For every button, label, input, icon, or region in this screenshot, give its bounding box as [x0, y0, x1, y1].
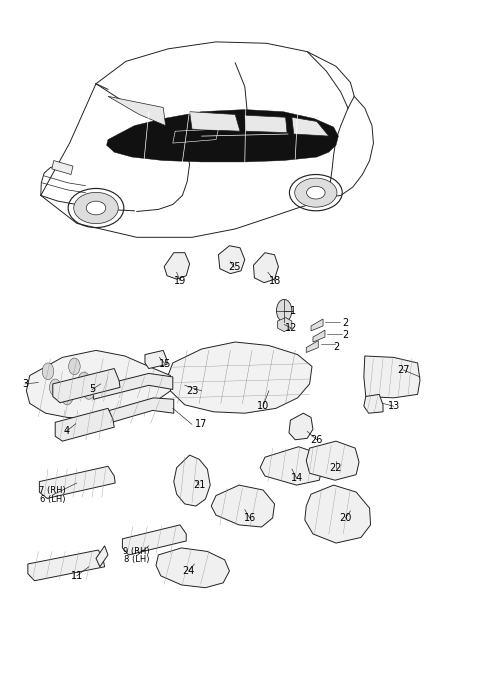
Polygon shape: [145, 350, 167, 369]
Circle shape: [78, 372, 90, 389]
Polygon shape: [108, 96, 166, 126]
Polygon shape: [53, 369, 120, 403]
Text: 22: 22: [330, 463, 342, 473]
Polygon shape: [105, 398, 174, 424]
Polygon shape: [107, 110, 338, 162]
Circle shape: [69, 358, 80, 375]
Polygon shape: [364, 394, 383, 413]
Polygon shape: [122, 525, 186, 555]
Text: 12: 12: [285, 323, 298, 333]
Text: 9 (RH): 9 (RH): [123, 547, 150, 556]
Polygon shape: [156, 548, 229, 588]
Ellipse shape: [86, 201, 106, 215]
Polygon shape: [211, 485, 275, 527]
Polygon shape: [96, 546, 108, 567]
Polygon shape: [311, 319, 323, 331]
Polygon shape: [253, 253, 278, 283]
Text: 2: 2: [342, 330, 349, 340]
Text: 15: 15: [159, 359, 172, 369]
Text: 18: 18: [269, 276, 281, 286]
Circle shape: [42, 363, 54, 380]
Text: 16: 16: [243, 513, 256, 523]
Text: 5: 5: [89, 385, 96, 394]
Text: 20: 20: [339, 513, 352, 523]
Polygon shape: [305, 485, 371, 543]
Circle shape: [61, 388, 73, 405]
Text: 26: 26: [311, 435, 323, 445]
Text: 27: 27: [397, 365, 409, 375]
Text: 17: 17: [195, 419, 208, 429]
Polygon shape: [168, 342, 312, 413]
Polygon shape: [245, 115, 287, 133]
Text: 6 (LH): 6 (LH): [40, 495, 66, 503]
Polygon shape: [277, 318, 292, 332]
Polygon shape: [289, 413, 313, 440]
Text: 2: 2: [342, 318, 349, 328]
Text: 14: 14: [290, 473, 303, 483]
Text: 19: 19: [174, 276, 186, 285]
Ellipse shape: [295, 178, 337, 207]
Text: 25: 25: [228, 262, 240, 272]
Text: 23: 23: [186, 386, 198, 396]
Text: 4: 4: [63, 426, 69, 436]
Polygon shape: [218, 246, 245, 274]
Polygon shape: [364, 356, 420, 398]
Text: 10: 10: [257, 401, 269, 411]
Polygon shape: [39, 466, 115, 498]
Polygon shape: [26, 350, 170, 419]
Text: 3: 3: [22, 379, 28, 389]
Circle shape: [276, 299, 292, 322]
Text: 24: 24: [182, 566, 195, 576]
Text: 7 (RH): 7 (RH): [39, 487, 66, 495]
Text: 13: 13: [387, 401, 400, 411]
Polygon shape: [260, 447, 323, 485]
Polygon shape: [306, 341, 318, 352]
Circle shape: [49, 379, 61, 396]
Polygon shape: [55, 408, 114, 441]
Ellipse shape: [74, 193, 118, 223]
Polygon shape: [94, 373, 173, 399]
Polygon shape: [313, 330, 325, 342]
Text: 21: 21: [193, 480, 205, 490]
Text: 2: 2: [333, 342, 339, 352]
Polygon shape: [174, 455, 210, 506]
Polygon shape: [164, 253, 190, 279]
Polygon shape: [292, 117, 329, 136]
Polygon shape: [52, 161, 73, 174]
Circle shape: [83, 383, 95, 399]
Polygon shape: [190, 112, 240, 131]
Ellipse shape: [307, 186, 325, 199]
Text: 1: 1: [290, 306, 296, 315]
Polygon shape: [306, 441, 359, 480]
Text: 8 (LH): 8 (LH): [124, 556, 150, 564]
Text: 11: 11: [71, 571, 83, 581]
Polygon shape: [28, 550, 105, 581]
